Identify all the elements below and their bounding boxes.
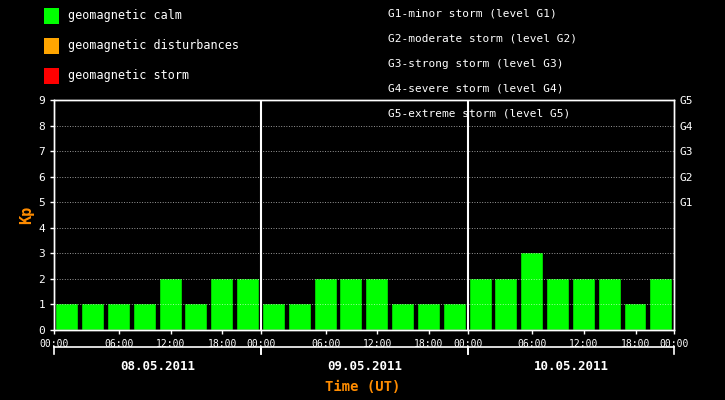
- Bar: [547, 279, 569, 330]
- Bar: [82, 304, 104, 330]
- Y-axis label: Kp: Kp: [20, 206, 34, 224]
- Text: geomagnetic disturbances: geomagnetic disturbances: [68, 40, 239, 52]
- Bar: [495, 279, 518, 330]
- Bar: [341, 279, 362, 330]
- Bar: [211, 279, 233, 330]
- Bar: [470, 279, 492, 330]
- Text: geomagnetic calm: geomagnetic calm: [68, 10, 182, 22]
- Text: G2-moderate storm (level G2): G2-moderate storm (level G2): [388, 34, 577, 44]
- Bar: [160, 279, 181, 330]
- Bar: [392, 304, 414, 330]
- Bar: [444, 304, 465, 330]
- Bar: [108, 304, 130, 330]
- Bar: [237, 279, 259, 330]
- Bar: [650, 279, 672, 330]
- Bar: [366, 279, 388, 330]
- Bar: [315, 279, 336, 330]
- Bar: [599, 279, 621, 330]
- Text: 08.05.2011: 08.05.2011: [120, 360, 195, 373]
- Bar: [134, 304, 156, 330]
- Bar: [186, 304, 207, 330]
- Text: 10.05.2011: 10.05.2011: [534, 360, 608, 373]
- Text: geomagnetic storm: geomagnetic storm: [68, 70, 189, 82]
- Bar: [624, 304, 647, 330]
- Bar: [263, 304, 285, 330]
- Text: Time (UT): Time (UT): [325, 380, 400, 394]
- Bar: [289, 304, 311, 330]
- Text: G5-extreme storm (level G5): G5-extreme storm (level G5): [388, 108, 570, 118]
- Text: 09.05.2011: 09.05.2011: [327, 360, 402, 373]
- Bar: [57, 304, 78, 330]
- Bar: [418, 304, 440, 330]
- Text: G4-severe storm (level G4): G4-severe storm (level G4): [388, 84, 563, 94]
- Text: G1-minor storm (level G1): G1-minor storm (level G1): [388, 9, 557, 19]
- Text: G3-strong storm (level G3): G3-strong storm (level G3): [388, 59, 563, 69]
- Bar: [573, 279, 594, 330]
- Bar: [521, 253, 543, 330]
